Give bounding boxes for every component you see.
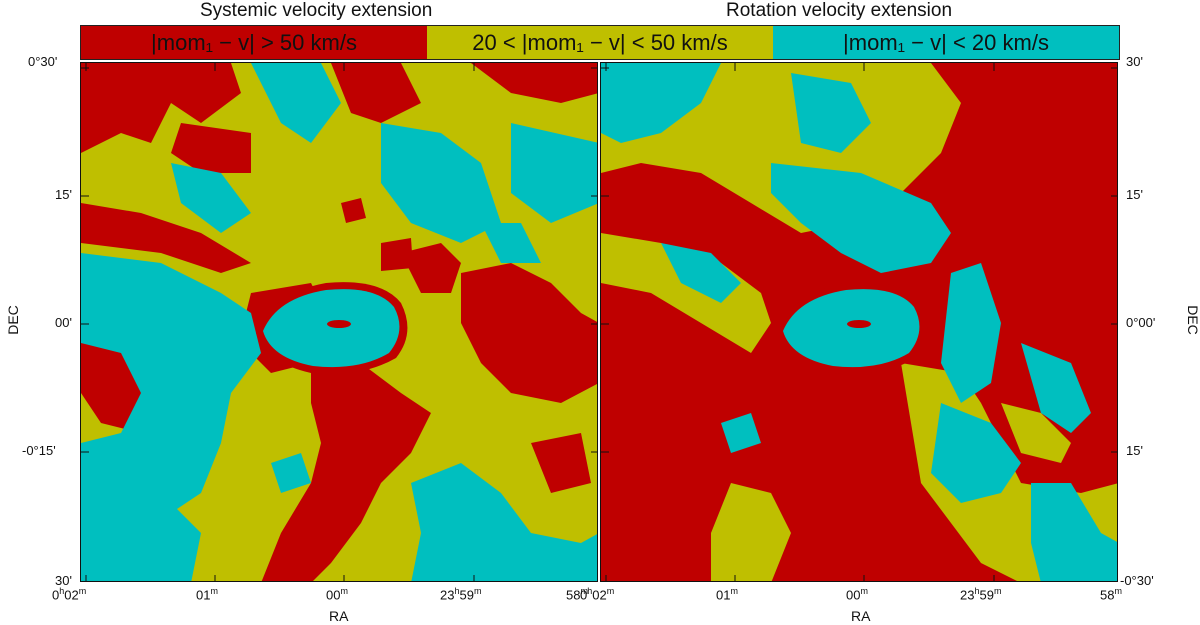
legend-cyan: |mom₁ − v| < 20 km/s <box>773 26 1119 59</box>
right-xtick-1: 01m <box>716 586 738 603</box>
rotation-velocity-map <box>601 63 1117 581</box>
left-xtick-1: 01m <box>196 586 218 603</box>
tick-marks <box>81 63 597 581</box>
right-xtick-2: 00m <box>846 586 868 603</box>
left-ytick-1: 15' <box>55 187 72 202</box>
right-ytick-4: -0°30' <box>1120 573 1154 588</box>
right-ytick-0: 30' <box>1126 54 1143 69</box>
ylabel-left: DEC <box>4 305 21 335</box>
cyan-regions <box>601 63 1117 581</box>
left-ytick-0: 0°30' <box>28 54 58 69</box>
right-xtick-3: 23h59m <box>960 586 1002 603</box>
ylabel-right: DEC <box>1184 305 1200 335</box>
nucleus <box>776 282 928 374</box>
legend-red-label: |mom₁ − v| > 50 km/s <box>151 29 357 55</box>
left-xtick-4: 58m <box>566 586 588 603</box>
left-ytick-2: 00' <box>55 315 72 330</box>
left-xtick-2: 00m <box>326 586 348 603</box>
tick-marks <box>601 63 1117 581</box>
left-ytick-3: -0°15' <box>22 443 56 458</box>
panel-systemic-map <box>80 62 598 582</box>
xlabel-left: RA <box>329 608 349 624</box>
legend-yellow-label: 20 < |mom₁ − v| < 50 km/s <box>472 29 728 55</box>
legend-cyan-label: |mom₁ − v| < 20 km/s <box>843 29 1049 55</box>
right-ytick-2: 0°00' <box>1126 315 1156 330</box>
systemic-velocity-map <box>81 63 597 581</box>
legend-bar: |mom₁ − v| > 50 km/s 20 < |mom₁ − v| < 5… <box>80 25 1120 60</box>
right-xtick-0: 0h02m <box>580 586 615 603</box>
panel-rotation-map <box>600 62 1118 582</box>
title-left: Systemic velocity extension <box>200 0 433 21</box>
left-xtick-3: 23h59m <box>440 586 482 603</box>
legend-yellow: 20 < |mom₁ − v| < 50 km/s <box>427 26 773 59</box>
right-ytick-1: 15' <box>1126 187 1143 202</box>
left-xtick-0: 0h02m <box>52 586 87 603</box>
right-xtick-4: 58m <box>1100 586 1122 603</box>
title-right: Rotation velocity extension <box>726 0 953 21</box>
cyan-regions <box>81 63 597 581</box>
left-ytick-4: 30' <box>55 573 72 588</box>
xlabel-right: RA <box>851 608 871 624</box>
nucleus <box>256 282 408 374</box>
legend-red: |mom₁ − v| > 50 km/s <box>81 26 427 59</box>
right-ytick-3: 15' <box>1126 443 1143 458</box>
